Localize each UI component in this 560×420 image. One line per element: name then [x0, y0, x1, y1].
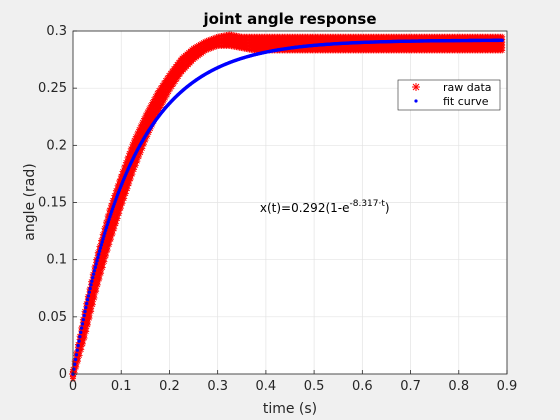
fit-curve-point — [97, 252, 101, 256]
fit-curve-point — [100, 240, 104, 244]
x-tick-label: 0.1 — [111, 379, 132, 394]
fit-curve-point — [81, 317, 86, 322]
fit-curve-point — [500, 38, 504, 43]
x-ticks: 0 0.1 0.2 0.3 0.4 0.5 0.6 0.7 0.8 0.9 — [69, 370, 517, 394]
x-tick-label: 0.4 — [256, 379, 277, 394]
fit-curve-point — [74, 353, 79, 357]
y-tick-label: 0 — [59, 367, 67, 382]
legend-box — [397, 79, 501, 111]
x-tick-label: 0.3 — [207, 379, 228, 394]
y-axis-label: angle (rad) — [22, 163, 38, 240]
fit-curve-point — [91, 275, 95, 280]
x-tick-label: 0.6 — [352, 379, 373, 394]
fit-equation: x(t)=0.292(1-e-8.317·t) — [260, 199, 390, 215]
fit-curve-point — [85, 301, 89, 306]
fit-curve-point — [84, 305, 88, 310]
fit-curve-point — [86, 294, 91, 298]
fit-curve-point — [105, 223, 110, 227]
fit-curve-point — [85, 298, 90, 302]
fit-curve-point — [87, 290, 92, 294]
fit-curve-point — [77, 339, 81, 343]
fit-curve-point — [101, 237, 105, 241]
y-tick-label: 0.3 — [46, 24, 67, 39]
fit-curve-point — [73, 362, 77, 366]
fit-curve-point — [108, 215, 112, 219]
fit-equation-base: x(t)=0.292(1-e — [260, 201, 350, 215]
x-axis-label: time (s) — [263, 401, 317, 417]
raw-data-series — [69, 31, 506, 382]
x-tick-label: 0.2 — [159, 379, 180, 394]
x-tick-label: 0.8 — [448, 379, 469, 394]
fit-curve-point — [88, 286, 92, 291]
fit-curve-point — [107, 217, 111, 222]
fit-curve-point — [96, 255, 100, 260]
fit-curve-point — [94, 262, 98, 266]
fit-curve-point — [97, 249, 102, 253]
x-tick-label: 0.5 — [304, 379, 325, 394]
fit-curve-point — [80, 322, 85, 326]
fit-curve-point — [78, 335, 82, 339]
fit-curve-point — [103, 231, 107, 235]
y-tick-label: 0.2 — [46, 138, 67, 153]
legend-label-fit: fit curve — [443, 95, 489, 108]
fit-curve-point — [95, 259, 99, 263]
legend-marker-fit — [414, 99, 418, 103]
fit-curve-point — [82, 313, 86, 318]
fit-curve-point — [98, 246, 103, 250]
chart-title: joint angle response — [202, 10, 376, 28]
fit-curve-point — [89, 283, 93, 287]
fit-curve-point — [103, 228, 108, 233]
fit-curve-point — [92, 269, 97, 273]
fit-curve-point — [73, 357, 78, 362]
fit-curve-point — [102, 234, 106, 238]
legend-label-raw: raw data — [443, 81, 492, 94]
x-tick-label: 0 — [69, 379, 77, 394]
y-tick-label: 0.05 — [38, 310, 67, 325]
fit-curve-point — [83, 309, 87, 314]
fit-curve-point — [79, 326, 84, 330]
x-tick-label: 0.7 — [400, 379, 421, 394]
fit-curve-point — [76, 343, 80, 348]
fit-curve-point — [75, 348, 79, 352]
fit-equation-exponent: -8.317·t — [349, 199, 385, 209]
y-ticks: 0 0.05 0.1 0.15 0.2 0.25 0.3 — [38, 24, 77, 382]
fit-curve-point — [91, 272, 96, 276]
legend-marker-raw — [412, 83, 420, 91]
fit-curve-series — [71, 38, 504, 376]
fit-curve-point — [106, 220, 110, 224]
x-tick-label: 0.9 — [497, 379, 518, 394]
fit-curve-point — [90, 279, 94, 283]
y-tick-label: 0.15 — [38, 196, 67, 211]
fit-equation-close: ) — [385, 201, 390, 215]
y-tick-label: 0.25 — [38, 81, 67, 96]
fit-curve-point — [99, 243, 104, 247]
legend: raw data fit curve — [397, 79, 501, 111]
fit-curve-point — [109, 212, 113, 216]
fit-curve-point — [79, 330, 83, 335]
fit-curve-point — [93, 265, 98, 270]
y-tick-label: 0.1 — [46, 253, 67, 268]
fit-curve-point — [104, 225, 109, 230]
